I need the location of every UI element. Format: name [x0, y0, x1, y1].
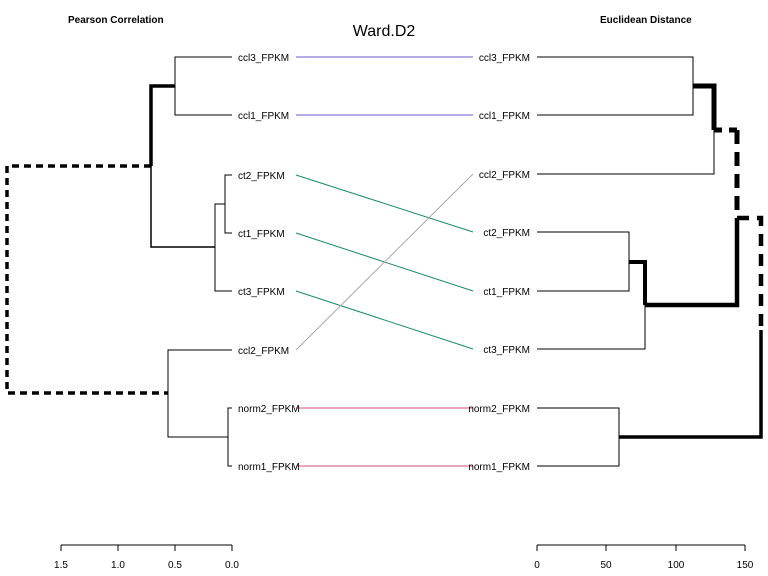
- left-label: norm1_FPKM: [238, 462, 300, 473]
- right-label: ccl1_FPKM: [479, 111, 530, 122]
- right-branch-root-dashed: [737, 215, 764, 330]
- chart-title: Ward.D2: [353, 23, 416, 40]
- right-dendrogram-header: Euclidean Distance: [600, 15, 692, 26]
- right-labels: ccl3_FPKM ccl1_FPKM ccl2_FPKM ct2_FPKM c…: [468, 53, 530, 473]
- right-axis: 0 50 100 150: [534, 544, 754, 571]
- left-branch-ccl2-norm: [167, 349, 232, 438]
- right-label: ct3_FPKM: [483, 345, 530, 356]
- left-branch-norm: [227, 407, 232, 467]
- left-labels: ccl3_FPKM ccl1_FPKM ct2_FPKM ct1_FPKM ct…: [238, 53, 300, 473]
- link-ct3: [295, 290, 474, 350]
- left-branch-ccl3-ccl1: [174, 56, 232, 116]
- right-dendrogram: [537, 56, 764, 467]
- left-dendrogram-header: Pearson Correlation: [68, 15, 164, 26]
- left-axis-tick-label: 1.0: [111, 560, 125, 571]
- left-label: ccl3_FPKM: [238, 53, 289, 64]
- right-branch-ct-group-thick: [629, 260, 647, 305]
- right-axis-tick-label: 0: [534, 560, 540, 571]
- left-axis-tick-label: 0.5: [168, 560, 182, 571]
- left-branch-root: [5, 164, 168, 395]
- left-branch-ccl-ct-lower: [150, 166, 215, 248]
- left-label: norm2_FPKM: [238, 404, 300, 415]
- right-branch-ct2-ct1: [537, 231, 630, 292]
- right-label: norm1_FPKM: [468, 462, 530, 473]
- left-label: ccl1_FPKM: [238, 111, 289, 122]
- right-branch-ccl3-ccl1: [537, 56, 694, 116]
- right-branch-ccl-group-line: [537, 85, 715, 175]
- right-label: norm2_FPKM: [468, 404, 530, 415]
- right-branch-ccl-group-thick: [693, 83, 717, 130]
- right-axis-tick-label: 150: [737, 560, 754, 571]
- left-dendrogram: [5, 56, 232, 467]
- right-axis-tick-label: 100: [668, 560, 685, 571]
- right-label: ct2_FPKM: [483, 228, 530, 239]
- left-label: ct1_FPKM: [238, 229, 285, 240]
- right-branch-norm: [537, 407, 620, 467]
- right-axis-tick-label: 50: [600, 560, 612, 571]
- left-branch-ct2-ct1: [224, 174, 232, 234]
- left-branch-ccl-ct-upper: [149, 84, 175, 166]
- link-ct2: [295, 174, 474, 233]
- right-branch-root-solid: [619, 330, 763, 439]
- left-axis-tick-label: 0.0: [225, 560, 239, 571]
- left-axis: 1.5 1.0 0.5 0.0: [54, 544, 239, 571]
- left-axis-tick-label: 1.5: [54, 560, 68, 571]
- link-ccl2: [295, 173, 474, 351]
- left-label: ct2_FPKM: [238, 171, 285, 182]
- right-branch-ccl-ct-solid: [645, 218, 740, 308]
- right-label: ct1_FPKM: [483, 287, 530, 298]
- right-label: ccl3_FPKM: [479, 53, 530, 64]
- right-label: ccl2_FPKM: [479, 170, 530, 181]
- connection-lines: [295, 56, 474, 467]
- left-label: ccl2_FPKM: [238, 346, 289, 357]
- left-label: ct3_FPKM: [238, 287, 285, 298]
- left-branch-ct-group: [214, 203, 232, 292]
